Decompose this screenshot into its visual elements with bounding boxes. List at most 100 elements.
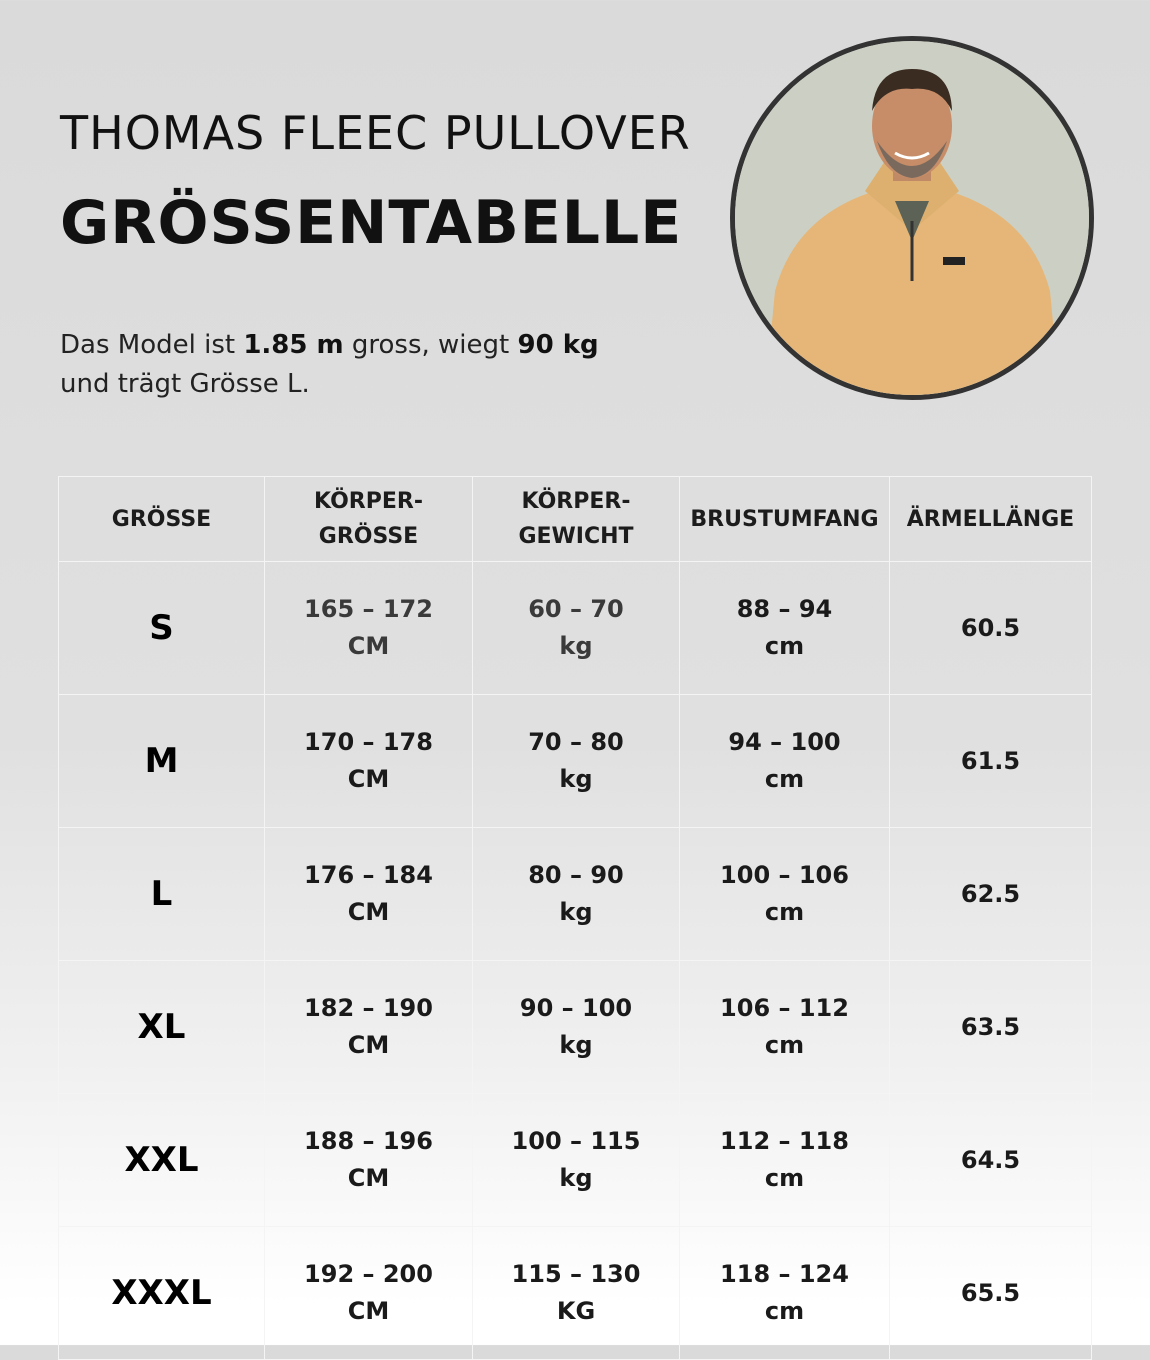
height-cell: 176 – 184 CM: [264, 827, 473, 961]
size-table: GRÖSSE KÖRPER- GRÖSSE KÖRPER- GEWICHT BR…: [58, 476, 1092, 1360]
chest-cell: 100 – 106 cm: [679, 827, 890, 961]
weight-cell-weight-unit: kg: [559, 898, 593, 926]
header-body-weight: KÖRPER- GEWICHT: [472, 476, 680, 562]
chest-cell-chest-unit: cm: [764, 1031, 805, 1059]
table-row: XXL 188 – 196 CM 100 – 115 kg 112 – 118 cm 64.5: [58, 1093, 1092, 1227]
height-cell-height-unit: CM: [347, 1031, 390, 1059]
sleeve-cell-sleeve: 62.5: [960, 879, 1021, 908]
weight-cell: 115 – 130 KG: [472, 1226, 680, 1360]
header-body-height-label: KÖRPER- GRÖSSE: [314, 489, 423, 549]
weight-cell: 70 – 80 kg: [472, 694, 680, 828]
weight-cell-weight: 80 – 90: [528, 861, 624, 889]
height-cell: 182 – 190 CM: [264, 960, 473, 1094]
sleeve-cell: 60.5: [889, 561, 1092, 695]
height-cell-height: 188 – 196: [304, 1127, 433, 1155]
model-weight: 90 kg: [517, 330, 599, 360]
height-cell-height: 170 – 178: [304, 728, 433, 756]
sleeve-cell: 65.5: [889, 1226, 1092, 1360]
product-title: THOMAS FLEEC PULLOVER: [60, 106, 691, 160]
size-cell-size: L: [150, 873, 173, 914]
height-cell-height-unit: CM: [347, 1297, 390, 1325]
model-photo: [730, 36, 1094, 400]
sleeve-cell: 64.5: [889, 1093, 1092, 1227]
table-row: XXXL 192 – 200 CM 115 – 130 KG 118 – 124 cm 65.…: [58, 1226, 1092, 1360]
table-row: S 165 – 172 CM 60 – 70 kg 88 – 94 cm 60.5: [58, 561, 1092, 695]
chest-cell-chest-unit: cm: [764, 1164, 805, 1192]
size-cell: XXL: [58, 1093, 265, 1227]
chest-cell: 112 – 118 cm: [679, 1093, 890, 1227]
weight-cell: 90 – 100 kg: [472, 960, 680, 1094]
sleeve-cell-sleeve: 61.5: [960, 746, 1021, 775]
weight-cell-weight: 70 – 80: [528, 728, 624, 756]
size-cell-size: S: [149, 607, 174, 648]
weight-cell-weight-unit: kg: [559, 765, 593, 793]
chest-cell-chest: 118 – 124: [720, 1260, 849, 1288]
height-cell-height: 176 – 184: [304, 861, 433, 889]
weight-cell-weight-unit: kg: [559, 632, 593, 660]
sleeve-cell-sleeve: 65.5: [960, 1278, 1021, 1307]
page-title: GRÖSSENTABELLE: [60, 188, 683, 258]
sleeve-cell: 63.5: [889, 960, 1092, 1094]
height-cell-height-unit: CM: [347, 1164, 390, 1192]
model-info-middle: gross, wiegt: [343, 330, 518, 360]
height-cell-height: 182 – 190: [304, 994, 433, 1022]
height-cell: 188 – 196 CM: [264, 1093, 473, 1227]
chest-cell-chest-unit: cm: [764, 898, 805, 926]
size-cell-size: XL: [137, 1006, 186, 1047]
size-cell: M: [58, 694, 265, 828]
weight-cell-weight: 100 – 115: [511, 1127, 641, 1155]
header-chest: BRUSTUMFANG: [679, 476, 890, 562]
weight-cell-weight: 90 – 100: [519, 994, 633, 1022]
model-photo-icon: [735, 41, 1089, 395]
height-cell-height-unit: CM: [347, 765, 390, 793]
model-info-suffix: und trägt Grösse L.: [60, 369, 310, 399]
chest-cell: 106 – 112 cm: [679, 960, 890, 1094]
table-header-row: GRÖSSE KÖRPER- GRÖSSE KÖRPER- GEWICHT BR…: [58, 476, 1092, 562]
size-cell: XXXL: [58, 1226, 265, 1360]
size-cell: S: [58, 561, 265, 695]
weight-cell: 60 – 70 kg: [472, 561, 680, 695]
header-body-height: KÖRPER- GRÖSSE: [264, 476, 473, 562]
size-cell: XL: [58, 960, 265, 1094]
height-cell-height-unit: CM: [347, 632, 390, 660]
height-cell: 165 – 172 CM: [264, 561, 473, 695]
model-info: Das Model ist 1.85 m gross, wiegt 90 kg …: [60, 326, 599, 404]
header-body-weight-label: KÖRPER- GEWICHT: [518, 489, 634, 549]
size-cell: L: [58, 827, 265, 961]
height-cell-height: 165 – 172: [304, 595, 433, 623]
size-cell-size: XXL: [124, 1139, 199, 1180]
chest-cell-chest: 94 – 100: [728, 728, 841, 756]
header-size: GRÖSSE: [58, 476, 265, 562]
weight-cell-weight: 115 – 130: [511, 1260, 641, 1288]
chest-cell: 118 – 124 cm: [679, 1226, 890, 1360]
chest-cell-chest: 100 – 106: [720, 861, 849, 889]
table-row: M 170 – 178 CM 70 – 80 kg 94 – 100 cm 61.5: [58, 694, 1092, 828]
height-cell-height-unit: CM: [347, 898, 390, 926]
chest-cell-chest-unit: cm: [764, 1297, 805, 1325]
model-height: 1.85 m: [243, 330, 344, 360]
size-cell-size: XXXL: [111, 1272, 212, 1313]
sleeve-cell: 62.5: [889, 827, 1092, 961]
model-info-prefix: Das Model ist: [60, 330, 244, 360]
chest-cell-chest: 88 – 94: [736, 595, 833, 623]
weight-cell-weight-unit: kg: [559, 1164, 593, 1192]
sleeve-cell-sleeve: 60.5: [960, 613, 1021, 642]
chest-cell-chest-unit: cm: [764, 632, 805, 660]
chest-cell-chest-unit: cm: [764, 765, 805, 793]
table-row: L 176 – 184 CM 80 – 90 kg 100 – 106 cm 62.5: [58, 827, 1092, 961]
weight-cell: 100 – 115 kg: [472, 1093, 680, 1227]
chest-cell-chest: 106 – 112: [720, 994, 849, 1022]
weight-cell-weight-unit: kg: [559, 1031, 593, 1059]
size-cell-size: M: [144, 740, 179, 781]
height-cell: 170 – 178 CM: [264, 694, 473, 828]
chest-cell-chest: 112 – 118: [720, 1127, 849, 1155]
weight-cell-weight-unit: KG: [556, 1297, 596, 1325]
chest-cell: 88 – 94 cm: [679, 561, 890, 695]
sleeve-cell-sleeve: 63.5: [960, 1012, 1021, 1041]
chest-cell: 94 – 100 cm: [679, 694, 890, 828]
weight-cell: 80 – 90 kg: [472, 827, 680, 961]
height-cell-height: 192 – 200: [304, 1260, 433, 1288]
table-row: XL 182 – 190 CM 90 – 100 kg 106 – 112 cm 63.5: [58, 960, 1092, 1094]
header-sleeve: ÄRMELLÄNGE: [889, 476, 1092, 562]
sleeve-cell: 61.5: [889, 694, 1092, 828]
